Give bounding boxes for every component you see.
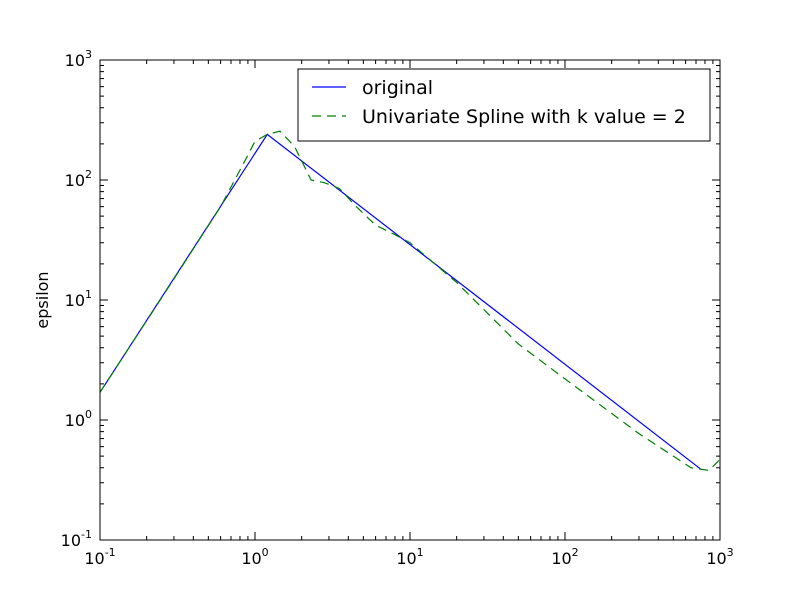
y-tick-label: 10-1 (61, 528, 92, 550)
y-tick-label: 101 (65, 288, 92, 310)
y-tick-label: 102 (65, 168, 92, 190)
y-tick-label-exponent: 2 (85, 168, 92, 181)
series-line-original (100, 133, 701, 470)
x-tick-label-exponent: 3 (727, 546, 734, 559)
y-tick-label-base: 10 (65, 411, 85, 430)
y-tick-label-exponent: 1 (85, 288, 92, 301)
y-axis-label: epsilon (33, 271, 52, 328)
y-tick-label-exponent: 3 (85, 48, 92, 61)
x-tick-label-base: 10 (706, 549, 726, 568)
legend-box (297, 68, 711, 142)
y-tick-label-base: 10 (65, 171, 85, 190)
legend-label-original: original (362, 77, 433, 99)
y-tick-label: 103 (65, 48, 92, 70)
x-tick-label-base: 10 (241, 549, 261, 568)
y-tick-label-exponent: -1 (81, 528, 92, 541)
y-tick-label-exponent: 0 (85, 408, 92, 421)
x-tick-label-exponent: -1 (105, 546, 116, 559)
y-tick-label-base: 10 (65, 51, 85, 70)
x-tick-label: 100 (241, 546, 268, 568)
series-layer (100, 130, 720, 472)
x-tick-label-exponent: 0 (262, 546, 269, 559)
x-tick-label-base: 10 (396, 549, 416, 568)
x-tick-label: 102 (551, 546, 578, 568)
x-tick-label: 10-1 (84, 546, 115, 568)
x-tick-label-base: 10 (84, 549, 104, 568)
y-tick-label: 100 (65, 408, 92, 430)
y-tick-label-base: 10 (61, 531, 81, 550)
legend: original Univariate Spline with k value … (297, 68, 711, 142)
y-tick-label-base: 10 (65, 291, 85, 310)
x-tick-label-exponent: 2 (572, 546, 579, 559)
x-tick-label-base: 10 (551, 549, 571, 568)
legend-label-spline: Univariate Spline with k value = 2 (362, 106, 686, 128)
x-tick-label: 103 (706, 546, 733, 568)
x-tick-label: 101 (396, 546, 423, 568)
series-line-spline (100, 130, 720, 472)
x-tick-label-exponent: 1 (417, 546, 424, 559)
